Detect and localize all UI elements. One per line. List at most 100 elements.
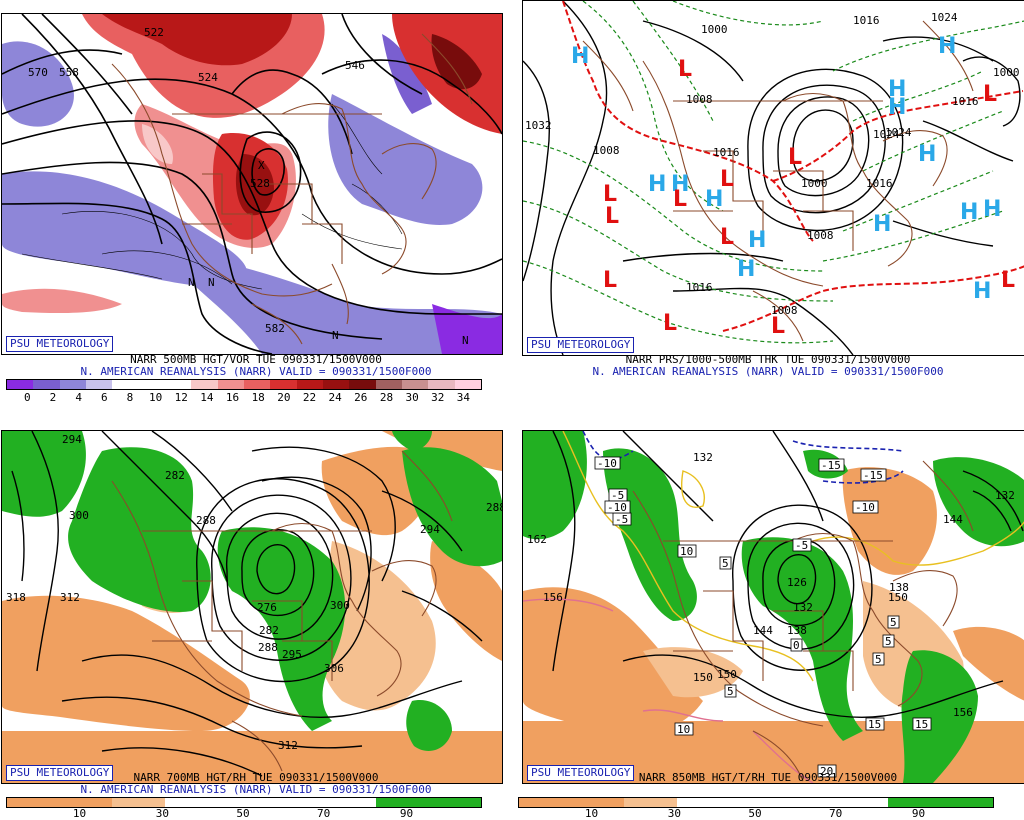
colorbar-swatch — [59, 380, 86, 389]
colorbar-swatch — [322, 380, 350, 389]
high-pressure-symbol: H — [705, 187, 723, 212]
temperature-box-label: 5 — [887, 615, 900, 629]
colorbar-swatch — [677, 798, 730, 807]
colorbar-swatch — [782, 798, 836, 807]
contour-label: 150 — [693, 671, 713, 684]
colorbar-tick-label: 10 — [584, 807, 599, 820]
caption-line-1: NARR 850MB HGT/T/RH TUE 090331/1500V000 — [638, 771, 898, 784]
low-pressure-symbol: L — [603, 268, 617, 293]
colorbar-swatch — [138, 380, 165, 389]
high-pressure-symbol: H — [873, 212, 891, 237]
contour-label: 138 — [787, 624, 807, 637]
colorbar-swatch — [164, 380, 192, 389]
temperature-box-label: -5 — [612, 512, 632, 526]
contour-label: 522 — [144, 26, 164, 39]
contour-label: 156 — [543, 591, 563, 604]
temperature-box-label: 0 — [790, 638, 803, 652]
map-850mb-svg: 132 162 156 150 144 138 132 126 150 156 … — [523, 431, 1024, 783]
panel-700mb-rh: 294 282 288 300 318 312 276 282 288 295 … — [0, 410, 512, 820]
colorbar-swatch — [7, 798, 60, 807]
contour-label: 150 — [717, 668, 737, 681]
contour-label: 282 — [259, 624, 279, 637]
high-pressure-symbol: H — [748, 228, 766, 253]
isobar-label: 1000 — [993, 66, 1020, 79]
colorbar-tick-label: 26 — [354, 391, 368, 404]
isobar-label: 1024 — [931, 11, 958, 24]
colorbar-swatch — [401, 380, 429, 389]
colorbar-tick-label: 0 — [24, 391, 31, 404]
colorbar-swatch — [59, 798, 113, 807]
colorbar-swatch — [85, 380, 113, 389]
temperature-box-label: 5 — [719, 556, 732, 570]
colorbar-tick-label: 90 — [399, 807, 414, 820]
svg-text:-10: -10 — [597, 457, 617, 470]
svg-text:5: 5 — [727, 685, 734, 698]
low-pressure-symbol: L — [605, 204, 619, 229]
panel-850mb-temp-rh: 132 162 156 150 144 138 132 126 150 156 … — [512, 410, 1024, 820]
low-pressure-symbol: L — [720, 167, 734, 192]
colorbar-tick-label: 32 — [431, 391, 445, 404]
brand-label: PSU METEOROLOGY — [527, 765, 635, 781]
colorbar-tick-label: 30 — [155, 807, 170, 820]
temperature-box-label: -10 — [852, 500, 879, 514]
low-pressure-symbol: L — [983, 82, 997, 107]
colorbar-swatch — [428, 380, 455, 389]
colorbar-tick-label: 14 — [200, 391, 214, 404]
svg-text:-15: -15 — [821, 459, 841, 472]
vort-label: N — [188, 276, 195, 289]
colorbar-tick-label: 12 — [174, 391, 188, 404]
colorbar-ticks: 0 2 4 6 8 10 12 14 16 18 20 22 24 26 28 30 32 34 — [6, 391, 480, 404]
svg-text:0: 0 — [793, 639, 800, 652]
contour-label: 282 — [165, 469, 185, 482]
colorbar-tick-label: 22 — [302, 391, 317, 404]
colorbar-tick-label: 70 — [828, 807, 843, 820]
svg-text:-5: -5 — [795, 539, 808, 552]
colorbar-tick-label: 4 — [75, 391, 82, 404]
colorbar-swatch — [243, 380, 271, 389]
temperature-box-label: 15 — [865, 717, 885, 731]
contour-label: 162 — [527, 533, 547, 546]
contour-label: 132 — [693, 451, 713, 464]
colorbar-swatch — [7, 380, 34, 389]
temperature-box-label: 5 — [882, 634, 895, 648]
low-pressure-symbol: L — [771, 314, 785, 339]
contour-label: 288 — [196, 514, 216, 527]
contour-label: 156 — [953, 706, 973, 719]
svg-text:-10: -10 — [607, 501, 627, 514]
colorbar-swatch — [323, 798, 376, 807]
colorbar — [6, 379, 482, 390]
colorbar — [518, 797, 994, 808]
colorbar-tick-label: 30 — [667, 807, 682, 820]
high-pressure-symbol: H — [973, 279, 991, 304]
map-850mb: 132 162 156 150 144 138 132 126 150 156 … — [522, 430, 1024, 784]
colorbar-ticks: 10 30 50 70 90 — [6, 807, 480, 820]
high-pressure-symbol: H — [960, 200, 978, 225]
contour-label: 312 — [278, 739, 298, 752]
colorbar-swatch — [33, 380, 60, 389]
colorbar-swatch — [571, 798, 625, 807]
panel-surface-pressure: 1000 1016 1024 1032 1008 1024 1016 1000 … — [512, 0, 1024, 408]
high-pressure-symbol: H — [671, 172, 689, 197]
contour-label: 276 — [257, 601, 277, 614]
map-500mb: 570 558 522 524 546 582 528 N N N N X PS… — [1, 13, 503, 355]
colorbar-tick-label: 34 — [456, 391, 471, 404]
vort-label: N — [208, 276, 215, 289]
isobar-label: 1016 — [686, 281, 713, 294]
temperature-box-label: -10 — [594, 456, 621, 470]
contour-label: 288 — [486, 501, 502, 514]
svg-text:15: 15 — [868, 718, 881, 731]
contour-label: 150 — [888, 591, 908, 604]
low-pressure-symbol: L — [663, 311, 677, 336]
map-surface-svg: 1000 1016 1024 1032 1008 1024 1016 1000 … — [523, 1, 1024, 355]
svg-text:20: 20 — [820, 765, 833, 778]
isobar-label: 1000 — [801, 177, 828, 190]
vort-label: N — [462, 334, 469, 347]
colorbar-swatch — [270, 380, 297, 389]
colorbar-tick-label: 6 — [100, 391, 108, 404]
isobar-label: 1000 — [701, 23, 728, 36]
isobar-label: 1024 — [873, 128, 900, 141]
colorbar-tick-label: 50 — [236, 807, 250, 820]
colorbar-tick-label: 24 — [328, 391, 342, 404]
